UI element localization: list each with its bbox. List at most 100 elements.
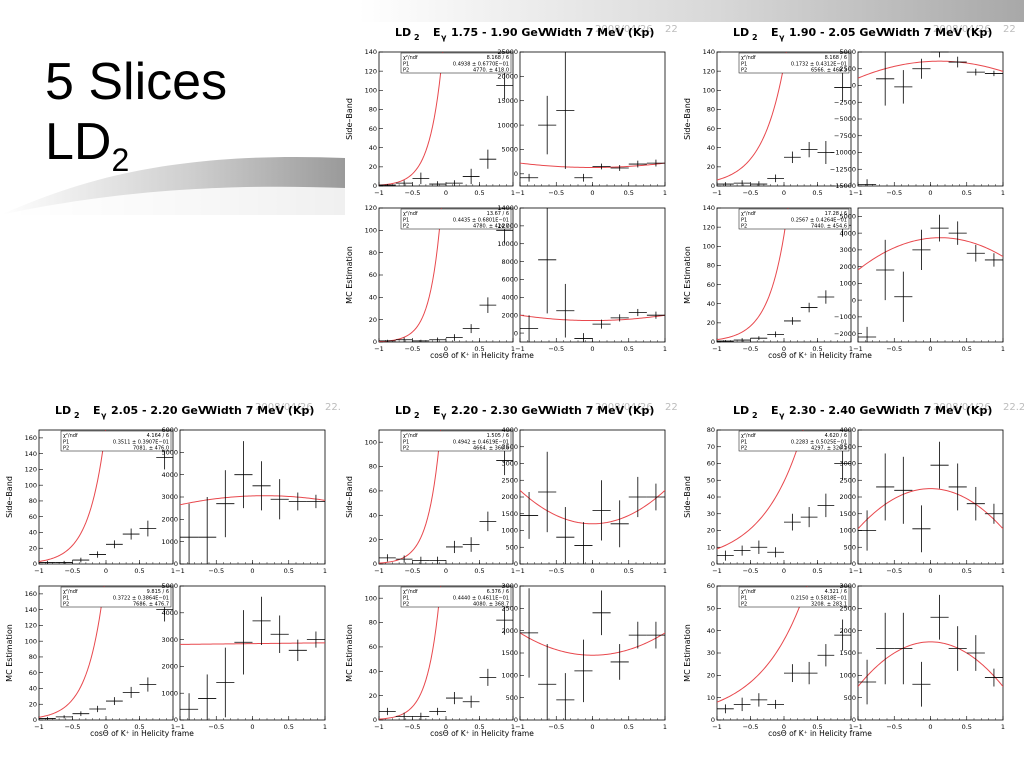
y-tick-label: 3000 [839,246,856,254]
fit-stats-label: χ²/ndf [63,589,78,595]
panel-width-label: Width 7 MeV (Kp) [883,26,992,39]
x-tick-label: 0 [928,345,932,353]
x-tick-label: −0.5 [886,567,902,575]
fit-stats-value: 0.2283 ± 0.5025E−01 [791,439,847,445]
x-tick-label: 0.5 [962,723,972,731]
fit-stats-label: P2 [403,68,409,74]
y-tick-label: 1500 [839,510,856,518]
y-tick-label: 2500 [839,476,856,484]
x-tick-label: 0 [928,567,932,575]
y-tick-label: 80 [29,653,37,661]
fit-curve [180,495,325,506]
y-tick-label: 0 [852,296,856,304]
fit-stats-box [738,52,850,74]
x-tick-label: −1 [34,723,44,731]
y-tick-label: 500 [506,694,518,702]
y-tick-label: 15000 [497,97,518,105]
x-tick-label: 0 [782,345,786,353]
panel-ld-subscript: 2 [752,411,758,420]
x-tick-label: −1 [853,567,863,575]
x-tick-label: −1 [515,345,525,353]
subplot: −1 −0.5 0 0.5 1 0 5000 10000 15000 20000 25000 [497,48,667,197]
panel-ld-subscript: 2 [414,411,420,420]
fit-stats-label: P1 [403,595,409,601]
x-tick-label: 1 [1001,189,1005,197]
fit-stats-value: 0.4938 ± 0.6770E−01 [453,61,509,67]
fit-curve [717,430,804,550]
y-tick-label: 40 [369,667,377,675]
x-tick-label: 1 [171,567,175,575]
plot-frame [378,429,514,565]
row-label: Side–Band [345,476,354,518]
fit-stats-value: 0.2150 ± 0.5818E−01 [791,595,847,601]
row-label: Side–Band [683,98,692,140]
y-tick-label: 2500 [839,65,856,73]
x-tick-label: 0.5 [812,345,822,353]
y-tick-label: 6000 [161,426,178,434]
y-tick-label: 4000 [839,229,856,237]
x-tick-label: 0.5 [962,189,972,197]
x-tick-label: −1 [175,723,185,731]
y-tick-label: 0 [711,560,715,568]
slide-title-line1: 5 Slices [45,53,228,111]
y-tick-label: 40 [707,627,715,635]
panel-ld-label: LD [55,404,71,417]
panel-e-label: E [433,404,441,417]
x-tick-label: 0.5 [624,189,634,197]
fit-stats-value: 3208. ± 283.1 [811,602,847,608]
plot-frame [179,585,326,721]
x-tick-label: 0 [590,345,594,353]
x-tick-label: 1 [1001,345,1005,353]
x-tick-label: 0.5 [812,567,822,575]
fit-stats-label: P2 [63,446,69,452]
plot-frame [378,207,514,343]
panel-date-stamp: 2008/04/26 [933,24,991,35]
y-tick-label: 1500 [839,649,856,657]
fit-stats-label: P2 [63,602,69,608]
fit-stats-value: 4080. ± 368.7 [473,602,509,608]
y-tick-label: 6000 [501,276,518,284]
panel-ld-label: LD [733,26,749,39]
y-tick-label: 0 [33,560,37,568]
x-tick-label: −1 [175,567,185,575]
y-tick-label: 25000 [497,48,518,56]
x-tick-label: 0.5 [812,723,822,731]
y-tick-label: 60 [707,125,715,133]
y-tick-label: 140 [365,48,377,56]
x-tick-label: −1 [374,345,384,353]
y-tick-label: 80 [369,463,377,471]
y-tick-label: 50 [707,605,715,613]
fit-stats-value: 6566. ± 468.3 [811,68,847,74]
fit-stats-label: P1 [63,595,69,601]
x-tick-label: 1 [171,723,175,731]
x-tick-label: 0 [250,723,254,731]
fit-curve [520,489,665,525]
x-tick-label: −0.5 [208,723,224,731]
y-tick-label: −7500 [834,132,856,140]
fit-curve [858,60,1003,79]
y-tick-label: 30 [707,510,715,518]
y-tick-label: −1000 [834,313,856,321]
fit-stats-value: 17.28 / 6 [825,211,847,217]
plot-frame [716,429,852,565]
x-tick-label: 0 [250,567,254,575]
fit-stats-value: 7440. ± 454.6 [811,224,847,230]
fit-stats-label: χ²/ndf [741,55,756,61]
x-tick-label: 0 [590,189,594,197]
panel-width-label: Width 7 MeV (Kp) [883,404,992,417]
y-tick-label: 0 [514,170,518,178]
x-tick-label: 0.5 [624,723,634,731]
y-tick-label: 20 [369,163,377,171]
plot-frame [857,429,1004,565]
panel-time-stamp: 22 [1003,24,1016,35]
y-tick-label: 60 [29,513,37,521]
plot-frame [378,585,514,721]
fit-curve [379,208,442,342]
y-tick-label: 60 [707,281,715,289]
panel-e-subscript: γ [779,33,785,42]
subplot: −1 −0.5 0 0.5 105001000150020002500300035004… [501,426,667,575]
y-tick-label: 3000 [839,582,856,590]
